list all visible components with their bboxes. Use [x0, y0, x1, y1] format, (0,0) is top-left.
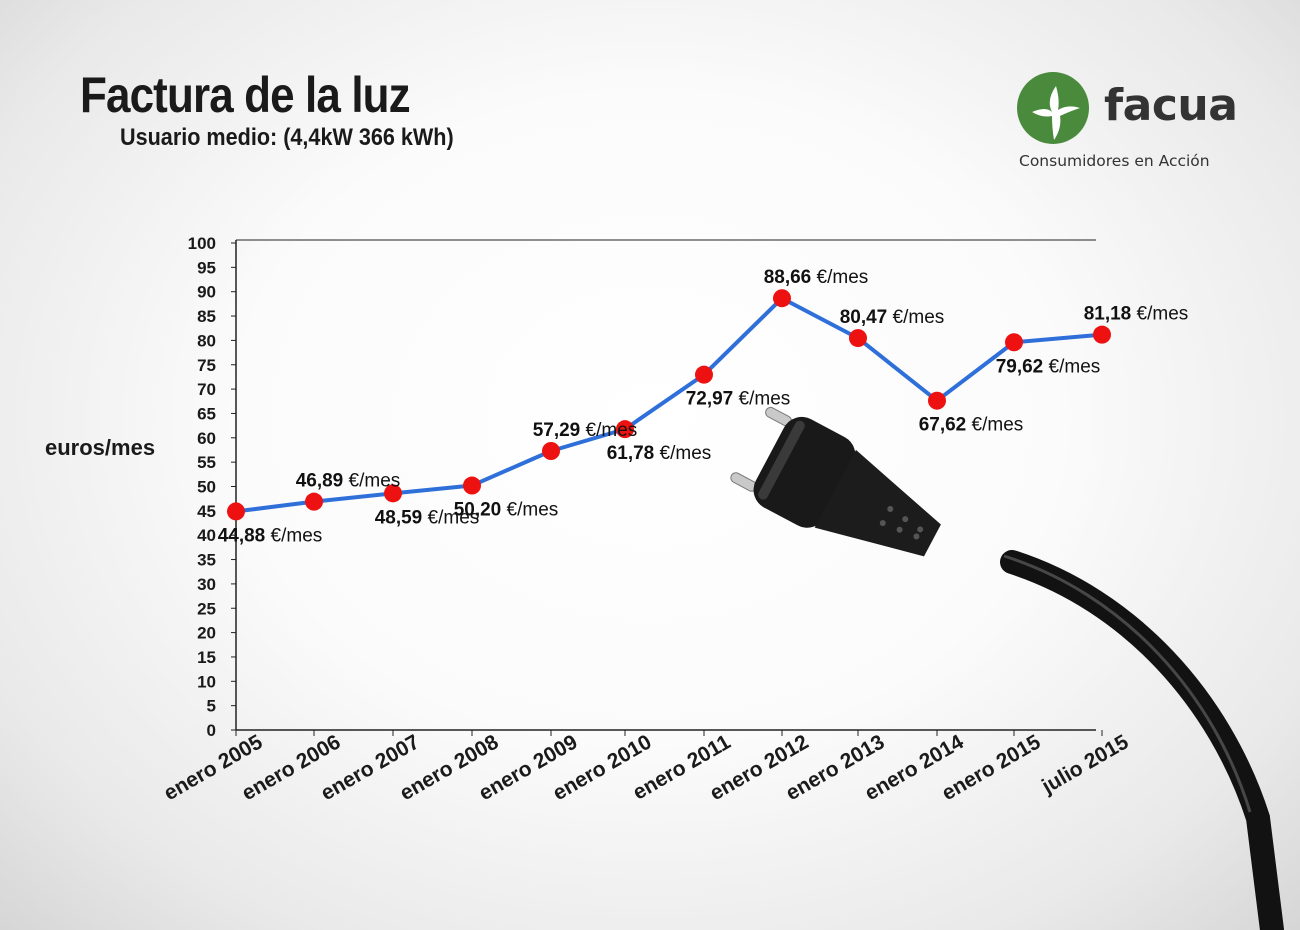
data-point	[542, 441, 560, 460]
data-point	[227, 502, 245, 521]
chart-title: Factura de la luz	[80, 67, 411, 123]
data-point	[849, 329, 867, 348]
y-tick-label: 75	[197, 356, 216, 375]
data-point	[773, 289, 791, 308]
data-label: 57,29 €/mes	[533, 420, 638, 441]
logo-tagline: Consumidores en Acción	[1019, 152, 1210, 170]
facua-logo: facua Consumidores en Acción	[1016, 72, 1246, 182]
y-tick-label: 40	[197, 526, 216, 545]
data-point	[305, 492, 323, 511]
data-point	[1005, 333, 1023, 352]
y-tick-label: 60	[197, 429, 216, 448]
y-tick-label: 65	[197, 404, 216, 423]
y-tick-label: 0	[207, 721, 216, 740]
y-tick-label: 70	[197, 380, 216, 399]
data-label: 61,78 €/mes	[607, 443, 712, 464]
y-tick-label: 15	[197, 648, 216, 667]
chart-subtitle: Usuario medio: (4,4kW 366 kWh)	[120, 124, 454, 151]
facua-logo-icon	[1017, 72, 1089, 144]
series-line	[235, 296, 1103, 514]
y-tick-label: 5	[207, 697, 216, 716]
data-label: 44,88 €/mes	[218, 525, 323, 546]
y-tick-label: 20	[197, 624, 216, 643]
y-tick-label: 45	[197, 502, 216, 521]
data-label: 67,62 €/mes	[919, 415, 1024, 436]
data-point	[384, 484, 402, 503]
series-polyline	[235, 296, 1103, 514]
y-tick-label: 25	[197, 599, 216, 618]
y-tick-label: 85	[197, 307, 216, 326]
data-point	[463, 476, 481, 495]
data-label: 81,18 €/mes	[1084, 304, 1189, 325]
y-tick-label: 55	[197, 453, 216, 472]
data-label: 80,47 €/mes	[840, 307, 945, 328]
data-label: 50,20 €/mes	[454, 500, 559, 521]
x-tick-label: julio 2015	[1037, 730, 1133, 798]
data-point	[1093, 325, 1111, 344]
data-label: 88,66 €/mes	[764, 267, 869, 288]
y-tick-label: 80	[197, 331, 216, 350]
y-tick-label: 95	[197, 258, 216, 277]
y-tick-label: 35	[197, 551, 216, 570]
data-label: 79,62 €/mes	[996, 356, 1101, 377]
data-label: 72,97 €/mes	[686, 389, 791, 410]
data-point	[928, 391, 946, 410]
y-tick-label: 100	[188, 234, 216, 253]
data-markers	[227, 289, 1111, 521]
y-tick-labels: 0 5 10 15 20 25 30 35 40 45 50 55 60 65 70 75 80 85 90 95 10…	[188, 234, 236, 740]
y-tick-label: 10	[197, 672, 216, 691]
logo-name: facua	[1104, 80, 1238, 131]
y-axis-title: euros/mes	[45, 435, 155, 460]
data-label: 46,89 €/mes	[296, 471, 401, 492]
data-point	[695, 365, 713, 384]
y-tick-label: 90	[197, 283, 216, 302]
y-tick-label: 30	[197, 575, 216, 594]
plug-illustration	[730, 406, 1284, 930]
y-tick-label: 50	[197, 478, 216, 497]
data-point	[616, 420, 634, 439]
data-label: 48,59 €/mes	[375, 507, 480, 528]
